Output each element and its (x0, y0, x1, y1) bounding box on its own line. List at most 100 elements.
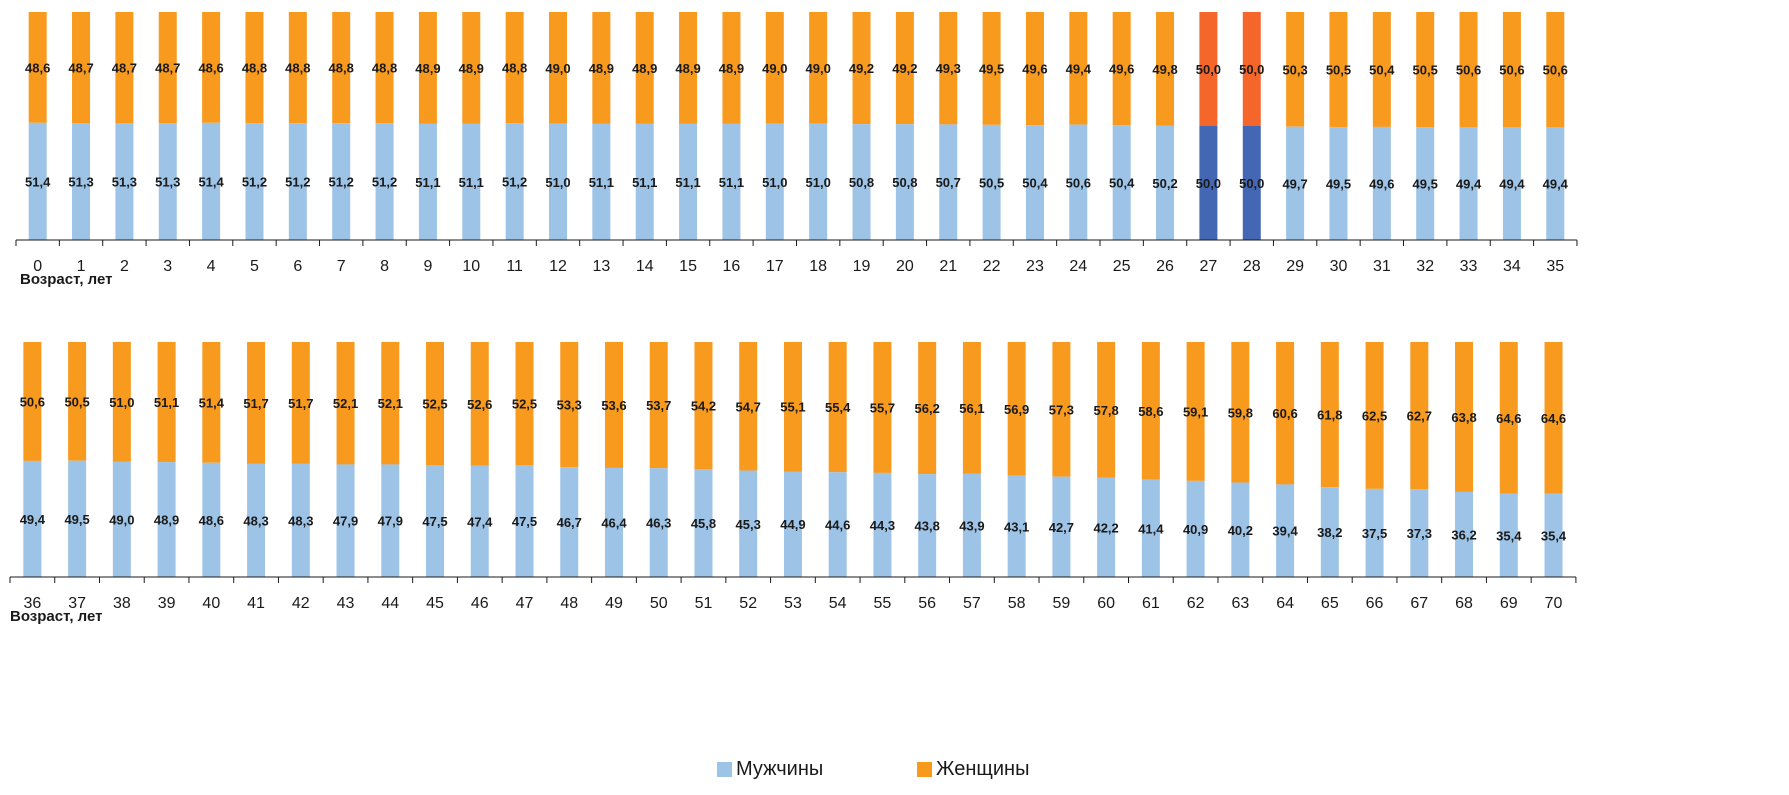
label-male-29: 49,7 (1282, 176, 1307, 191)
bar-male-65 (1320, 487, 1339, 577)
bar-female-49 (604, 342, 623, 468)
label-female-59: 57,3 (1049, 402, 1074, 417)
bar-male-69 (1499, 493, 1518, 577)
label-male-41: 48,3 (243, 513, 268, 528)
bar-male-61 (1141, 479, 1160, 577)
tick-label-69: 69 (1500, 595, 1518, 612)
tick-label-38: 38 (113, 595, 131, 612)
label-male-28: 50,0 (1239, 176, 1264, 191)
label-female-17: 49,0 (762, 61, 787, 76)
label-female-52: 54,7 (736, 399, 761, 414)
bar-male-21 (939, 124, 958, 240)
label-male-59: 42,7 (1049, 520, 1074, 535)
label-female-44: 52,1 (378, 396, 403, 411)
label-male-69: 35,4 (1496, 528, 1522, 543)
bar-female-30 (1329, 12, 1348, 128)
tick-label-19: 19 (853, 258, 871, 275)
bar-male-57 (962, 473, 981, 577)
label-female-14: 48,9 (632, 61, 657, 76)
bar-male-51 (694, 469, 713, 577)
tick-label-14: 14 (636, 258, 654, 275)
tick-label-30: 30 (1330, 258, 1348, 275)
label-female-20: 49,2 (892, 61, 917, 76)
bar-male-44 (381, 464, 400, 577)
bar-female-26 (1156, 12, 1175, 126)
label-male-26: 50,2 (1152, 176, 1177, 191)
tick-label-50: 50 (650, 595, 668, 612)
bar-male-29 (1286, 126, 1305, 240)
label-male-45: 47,5 (422, 514, 447, 529)
label-female-46: 52,6 (467, 397, 492, 412)
tick-label-55: 55 (874, 595, 892, 612)
bar-female-42 (291, 342, 310, 464)
label-male-16: 51,1 (719, 175, 744, 190)
tick-label-17: 17 (766, 258, 784, 275)
label-female-30: 50,5 (1326, 63, 1351, 78)
label-male-14: 51,1 (632, 175, 657, 190)
bar-male-52 (739, 470, 758, 577)
bar-male-70 (1544, 493, 1563, 577)
tick-label-54: 54 (829, 595, 847, 612)
bar-male-4 (202, 122, 221, 240)
label-female-48: 53,3 (557, 398, 582, 413)
legend-label-male: Мужчины (736, 758, 824, 780)
label-male-0: 51,4 (25, 174, 51, 189)
label-male-60: 42,2 (1093, 520, 1118, 535)
bar-female-47 (515, 342, 534, 466)
tick-label-11: 11 (506, 258, 523, 275)
label-male-21: 50,7 (936, 175, 961, 190)
bar-female-54 (828, 342, 847, 473)
tick-label-4: 4 (207, 258, 216, 275)
label-female-64: 60,6 (1272, 406, 1297, 421)
bar-female-45 (426, 342, 445, 466)
bar-male-68 (1455, 491, 1474, 577)
label-male-6: 51,2 (285, 175, 310, 190)
bar-male-33 (1459, 127, 1478, 240)
bar-male-36 (23, 460, 42, 577)
bar-female-59 (1052, 342, 1071, 477)
label-female-24: 49,4 (1066, 61, 1092, 76)
bar-female-9 (418, 12, 437, 124)
label-male-42: 48,3 (288, 513, 313, 528)
tick-label-10: 10 (462, 258, 480, 275)
tick-label-36: 36 (23, 595, 41, 612)
label-male-44: 47,9 (378, 514, 403, 529)
bar-female-64 (1276, 342, 1295, 485)
label-male-65: 38,2 (1317, 525, 1342, 540)
label-female-18: 49,0 (806, 61, 831, 76)
tick-label-60: 60 (1097, 595, 1115, 612)
label-male-25: 50,4 (1109, 176, 1135, 191)
bar-female-39 (157, 342, 176, 463)
tick-label-18: 18 (809, 258, 827, 275)
label-male-38: 49,0 (109, 512, 134, 527)
tick-label-41: 41 (247, 595, 265, 612)
bar-female-32 (1416, 12, 1435, 128)
tick-label-52: 52 (739, 595, 757, 612)
bar-female-18 (809, 12, 828, 124)
bar-female-70 (1544, 342, 1563, 494)
tick-label-44: 44 (381, 595, 399, 612)
label-female-7: 48,8 (329, 61, 354, 76)
label-male-23: 50,4 (1022, 176, 1048, 191)
label-male-7: 51,2 (329, 175, 354, 190)
label-female-37: 50,5 (64, 394, 89, 409)
bar-male-56 (918, 474, 937, 577)
label-female-39: 51,1 (154, 395, 179, 410)
label-female-19: 49,2 (849, 61, 874, 76)
label-male-70: 35,4 (1541, 528, 1567, 543)
label-male-66: 37,5 (1362, 526, 1387, 541)
label-female-60: 57,8 (1093, 403, 1118, 418)
bar-male-5 (245, 123, 264, 240)
tick-label-37: 37 (68, 595, 86, 612)
legend: Мужчины Женщины (0, 758, 1789, 786)
label-female-42: 51,7 (288, 396, 313, 411)
bar-female-37 (68, 342, 87, 461)
bar-male-48 (560, 467, 579, 577)
bar-male-45 (426, 465, 445, 578)
bar-male-37 (68, 460, 87, 578)
bar-female-25 (1112, 12, 1131, 126)
legend-item-male: Мужчины (717, 758, 823, 781)
bar-male-14 (635, 123, 654, 240)
bar-male-24 (1069, 124, 1088, 240)
